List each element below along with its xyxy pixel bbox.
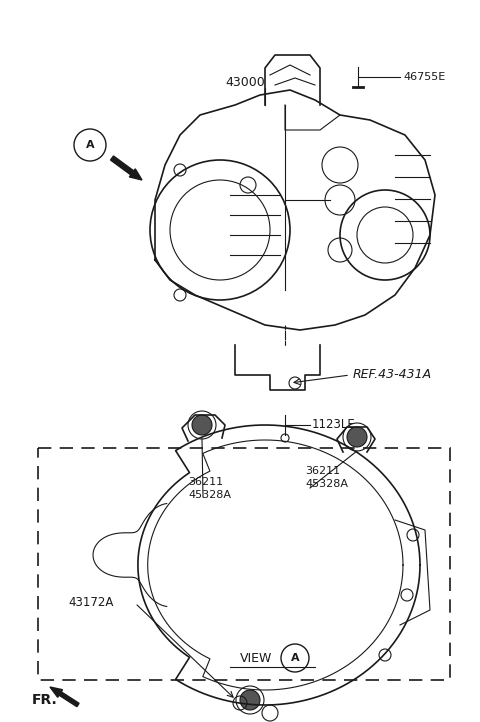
Text: 45328A: 45328A — [305, 479, 348, 489]
Circle shape — [347, 427, 367, 447]
Text: 1123LE: 1123LE — [312, 419, 356, 432]
Text: 43172A: 43172A — [68, 596, 113, 609]
Text: 36211: 36211 — [188, 477, 223, 487]
FancyArrow shape — [110, 156, 142, 180]
Text: FR.: FR. — [32, 693, 58, 707]
Text: 45328A: 45328A — [188, 490, 231, 500]
Circle shape — [192, 415, 212, 435]
Text: 43000: 43000 — [225, 76, 265, 89]
Text: 36211: 36211 — [305, 466, 340, 476]
FancyArrow shape — [50, 687, 79, 707]
Text: VIEW: VIEW — [240, 651, 272, 664]
Text: REF.43-431A: REF.43-431A — [353, 368, 432, 381]
Text: A: A — [86, 140, 94, 150]
Circle shape — [240, 690, 260, 710]
Text: A: A — [291, 653, 300, 663]
Text: 46755E: 46755E — [403, 72, 445, 82]
